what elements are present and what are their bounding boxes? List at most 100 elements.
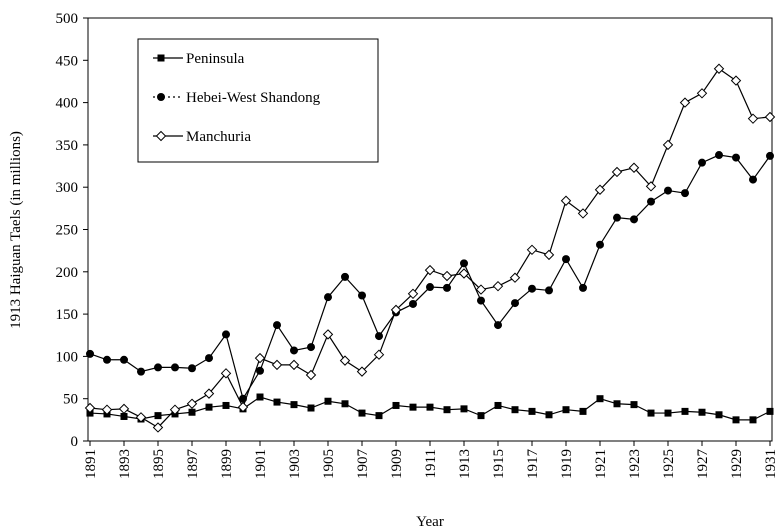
x-axis-label: Year (416, 514, 444, 530)
marker (120, 355, 128, 364)
marker (732, 153, 740, 162)
legend-label: Manchuria (186, 129, 251, 145)
x-tick-label: 1931 (763, 449, 777, 479)
marker (696, 88, 708, 99)
marker (679, 97, 691, 108)
marker (492, 280, 504, 292)
x-tick-label: 1899 (219, 449, 235, 479)
marker (341, 272, 349, 281)
marker (424, 264, 436, 276)
y-tick-label: 100 (56, 349, 79, 365)
marker (375, 332, 383, 341)
marker (290, 346, 298, 355)
y-tick-label: 350 (56, 138, 79, 154)
marker (662, 139, 674, 151)
marker (664, 409, 672, 417)
marker (475, 284, 487, 295)
marker (441, 270, 453, 282)
marker (271, 359, 283, 371)
marker (460, 259, 468, 268)
marker (596, 240, 604, 249)
marker (171, 363, 179, 372)
y-axis-label: 1913 Haiguan Taels (in millions) (8, 131, 24, 329)
marker (732, 416, 740, 424)
x-tick-label: 1891 (83, 449, 99, 479)
legend-marker (155, 130, 167, 142)
marker (596, 395, 604, 403)
marker (188, 364, 196, 373)
marker (203, 388, 215, 399)
marker (509, 272, 521, 283)
marker (205, 403, 213, 411)
marker (545, 286, 553, 295)
marker (713, 63, 725, 74)
x-tick-label: 1907 (355, 449, 371, 480)
marker (390, 304, 402, 316)
x-tick-label: 1911 (423, 449, 439, 478)
marker (339, 355, 351, 366)
marker (373, 349, 385, 360)
x-tick-label: 1927 (695, 449, 711, 480)
marker (715, 411, 723, 419)
marker (511, 299, 519, 308)
marker (186, 398, 198, 409)
marker (120, 412, 128, 420)
marker (764, 111, 776, 123)
legend-marker (157, 54, 165, 62)
marker (154, 412, 162, 420)
marker (511, 406, 519, 414)
marker (84, 402, 96, 414)
marker (305, 369, 317, 381)
marker (528, 407, 536, 415)
marker (749, 175, 757, 184)
y-tick-label: 400 (56, 96, 79, 112)
x-tick-label: 1919 (559, 449, 575, 479)
marker (222, 401, 230, 409)
marker (341, 400, 349, 408)
marker (562, 255, 570, 264)
x-tick-label: 1897 (185, 449, 201, 480)
marker (579, 407, 587, 415)
marker (628, 162, 640, 173)
y-tick-label: 250 (56, 223, 79, 239)
marker (307, 404, 315, 412)
x-tick-label: 1929 (729, 449, 745, 479)
marker (766, 407, 774, 415)
marker (577, 208, 589, 219)
marker (356, 366, 368, 377)
marker (477, 296, 485, 305)
marker (613, 400, 621, 408)
marker (630, 401, 638, 409)
marker (560, 195, 572, 206)
marker (594, 184, 606, 195)
marker (647, 197, 655, 206)
marker (545, 411, 553, 419)
marker (169, 404, 181, 415)
marker (324, 293, 332, 302)
marker (630, 215, 638, 224)
marker (392, 401, 400, 409)
marker (237, 401, 249, 413)
marker (494, 401, 502, 409)
marker (407, 288, 419, 300)
marker (118, 403, 130, 415)
marker (613, 213, 621, 222)
marker (239, 394, 247, 403)
marker (749, 416, 757, 424)
marker (747, 113, 759, 124)
marker (254, 352, 266, 364)
marker (647, 409, 655, 417)
marker (222, 330, 230, 339)
y-tick-label: 500 (56, 11, 79, 27)
marker (290, 401, 298, 409)
marker (698, 408, 706, 416)
marker (101, 404, 113, 415)
marker (611, 166, 623, 178)
legend-marker (157, 93, 165, 101)
x-tick-label: 1915 (491, 449, 507, 479)
y-tick-label: 450 (56, 53, 79, 69)
marker (288, 359, 300, 371)
x-tick-label: 1905 (321, 449, 337, 479)
x-tick-label: 1925 (661, 449, 677, 479)
